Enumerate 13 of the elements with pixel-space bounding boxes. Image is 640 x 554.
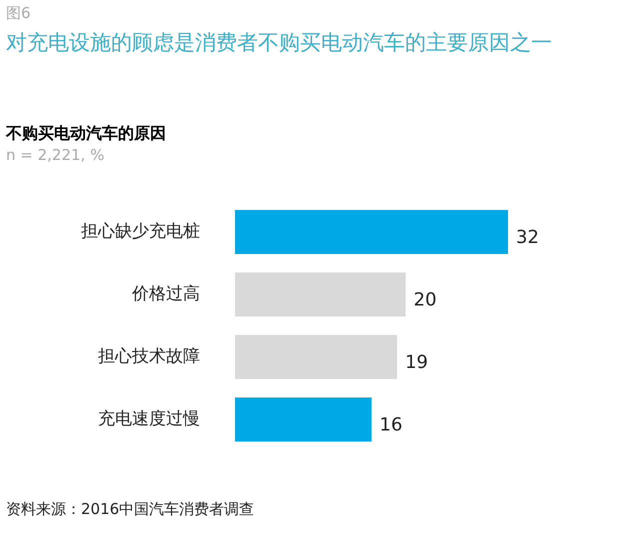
title: 对充电设施的顾虑是消费者不购买电动汽车的主要原因之一 [6,30,552,55]
data-label: 20 [414,289,437,310]
annotation: 资料来源：2016中国汽车消费者调查 [6,500,254,518]
category: 价格过高 [132,284,200,304]
data-label: 16 [380,414,402,436]
annotation: n = 2,221, % [6,146,104,164]
data-label: 32 [516,226,539,248]
category: 担心缺少充电桩 [81,222,200,242]
category: 充电速度过慢 [98,409,200,430]
subtitle: 不购买电动汽车的原因 [6,123,166,142]
data-label: 19 [405,352,428,373]
category: 担心技术故障 [98,346,200,367]
annotation: 图6 [6,4,31,22]
